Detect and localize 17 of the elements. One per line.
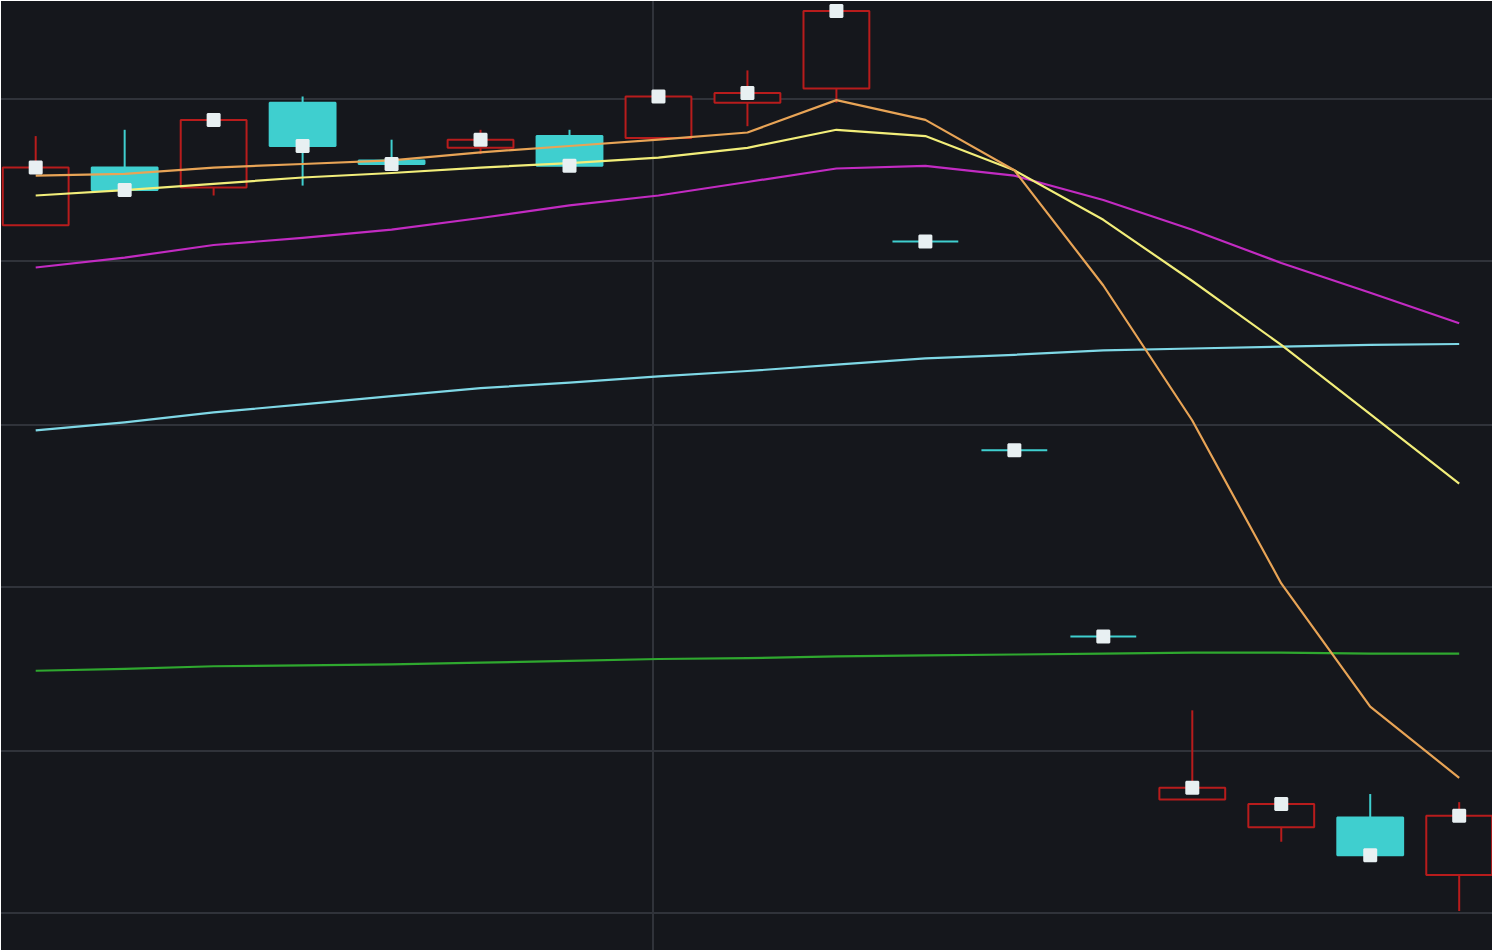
point [562, 158, 577, 173]
point [384, 157, 399, 171]
point [1185, 780, 1200, 795]
point [1096, 629, 1111, 644]
point [740, 85, 755, 100]
point [1452, 808, 1467, 823]
point [206, 112, 221, 127]
point [117, 183, 132, 198]
point [28, 160, 43, 175]
point [473, 132, 488, 147]
point [1274, 796, 1289, 811]
point [829, 3, 844, 18]
point [918, 234, 933, 249]
point [651, 89, 666, 104]
point [1363, 848, 1378, 863]
point [295, 139, 310, 153]
point [1007, 443, 1022, 458]
